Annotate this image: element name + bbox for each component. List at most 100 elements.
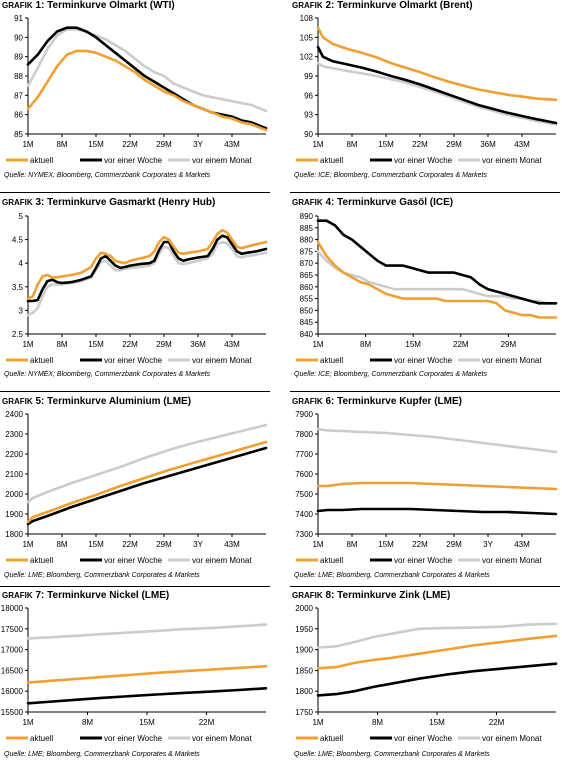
x-tick-label: 22M	[122, 540, 138, 549]
chart-svg-1: 85 86 87 88 89 90 91 1M 8M 15M 22M 29M 3Y 43M aktuell v…	[6, 14, 268, 165]
x-tick-label: 8M	[56, 140, 67, 149]
chart-title-num: 4:	[325, 197, 335, 208]
chart-title-num: 7:	[35, 590, 45, 601]
series-line-woche	[316, 219, 558, 305]
chart-title-prefix: GRAFIK	[292, 1, 323, 10]
x-tick-label: 22M	[412, 140, 428, 149]
y-tick-label: 90	[304, 130, 313, 139]
chart-title-num: 8:	[325, 590, 335, 601]
y-tick-label: 16000	[1, 687, 24, 696]
y-tick-label: 15500	[1, 708, 24, 717]
y-tick-label: 2400	[5, 410, 23, 419]
y-tick-label: 4	[19, 259, 24, 268]
y-tick-label: 1900	[295, 646, 313, 655]
y-tick-label: 3	[19, 306, 24, 315]
legend-label: aktuell	[30, 734, 53, 743]
y-tick-label: 2100	[5, 470, 23, 479]
chart-title-prefix: GRAFIK	[2, 1, 33, 10]
legend-label: vor einem Monat	[192, 156, 252, 165]
separator-rule	[0, 192, 270, 193]
legend-label: vor einem Monat	[482, 356, 542, 365]
separator-rule	[0, 586, 270, 587]
chart-panel-4: GRAFIK 4: Terminkurve Gasöl (ICE) 840 845…	[290, 197, 560, 387]
x-tick-label: 43M	[224, 140, 240, 149]
chart-source: Quelle: ICE; Bloomberg, Commerzbank Corp…	[294, 172, 487, 179]
x-tick-label: 8M	[56, 540, 67, 549]
y-tick-label: 7400	[295, 510, 313, 519]
series-line-aktuell	[26, 228, 268, 300]
y-tick-label: 17500	[1, 625, 24, 634]
chart-source: Quelle: LME; Bloomberg, Commerzbank Corp…	[294, 572, 490, 579]
y-tick-label: 1800	[5, 530, 23, 539]
x-tick-label: 29M	[501, 340, 517, 349]
legend-label: vor einem Monat	[482, 156, 542, 165]
x-tick-label: 15M	[405, 340, 421, 349]
y-tick-label: 7600	[295, 470, 313, 479]
x-tick-label: 15M	[429, 718, 445, 727]
y-tick-label: 880	[300, 236, 314, 245]
series-line-woche	[26, 26, 268, 130]
x-tick-label: 1M	[312, 340, 323, 349]
x-tick-label: 29M	[156, 540, 172, 549]
chart-title-num: 3:	[35, 197, 45, 208]
x-tick-label: 43M	[224, 540, 240, 549]
chart-panel-8: GRAFIK 8: Terminkurve Zink (LME) 1750 180…	[290, 590, 560, 762]
chart-title: GRAFIK 5: Terminkurve Aluminium (LME)	[2, 396, 191, 407]
x-tick-label: 1M	[22, 340, 33, 349]
series-line-monat	[26, 623, 268, 640]
y-tick-label: 1950	[295, 625, 313, 634]
chart-svg-7: 15500 16000 16500 17000 17500 18000 1M 8M 15M 22M…	[1, 604, 268, 743]
x-tick-label: 29M	[446, 540, 462, 549]
x-tick-label: 15M	[88, 540, 104, 549]
y-tick-label: 2000	[5, 490, 23, 499]
chart-title-text: Terminkurve Ölmarkt (WTI)	[47, 0, 175, 11]
x-tick-label: 8M	[56, 340, 67, 349]
chart-title: GRAFIK 4: Terminkurve Gasöl (ICE)	[292, 197, 453, 208]
series-line-monat	[316, 250, 558, 305]
x-tick-label: 8M	[346, 540, 357, 549]
chart-title-num: 5:	[35, 396, 45, 407]
y-tick-label: 16500	[1, 666, 24, 675]
chart-svg-6: 7300 7400 7500 7600 7700 7800 7900 1M 8M 15M 22M 29…	[295, 410, 558, 565]
chart-title: GRAFIK 1: Terminkurve Ölmarkt (WTI)	[2, 0, 175, 11]
chart-title: GRAFIK 6: Terminkurve Kupfer (LME)	[292, 396, 462, 407]
legend-label: vor einer Woche	[394, 556, 453, 565]
series-line-monat	[26, 240, 268, 317]
series-line-aktuell	[26, 664, 268, 684]
x-tick-label: 22M	[489, 718, 505, 727]
legend-label: vor einem Monat	[192, 556, 252, 565]
chart-svg-3: 2.5 3 3.5 4 4.5 5 1M 8M 15M 22M 29M 36M 43M aktuell vo…	[6, 212, 268, 365]
y-tick-label: 7700	[295, 450, 313, 459]
series-line-monat	[26, 423, 268, 504]
chart-title-prefix: GRAFIK	[2, 397, 33, 406]
x-tick-label: 43M	[514, 540, 530, 549]
chart-title-num: 6:	[325, 396, 335, 407]
legend-label: vor einem Monat	[192, 734, 252, 743]
x-tick-label: 1M	[312, 140, 323, 149]
separator-rule	[290, 586, 560, 587]
y-tick-label: 855	[300, 295, 314, 304]
y-tick-label: 99	[304, 72, 313, 81]
x-tick-label: 43M	[514, 140, 530, 149]
y-tick-label: 3.5	[12, 283, 24, 292]
chart-title-text: Terminkurve Kupfer (LME)	[337, 396, 462, 407]
legend-label: vor einem Monat	[192, 356, 252, 365]
chart-source: Quelle: LME; Bloomberg, Commerzbank Corp…	[4, 572, 200, 579]
y-tick-label: 1850	[295, 666, 313, 675]
legend-label: vor einer Woche	[104, 556, 163, 565]
y-tick-label: 105	[300, 33, 314, 42]
y-tick-label: 85	[14, 130, 23, 139]
y-tick-label: 875	[300, 247, 314, 256]
series-line-woche	[26, 234, 268, 303]
x-tick-label: 22M	[122, 340, 138, 349]
series-line-woche	[316, 45, 558, 125]
y-tick-label: 845	[300, 318, 314, 327]
chart-panel-6: GRAFIK 6: Terminkurve Kupfer (LME) 7300 7…	[290, 396, 560, 586]
y-tick-label: 1750	[295, 708, 313, 717]
chart-title-prefix: GRAFIK	[292, 198, 323, 207]
x-tick-label: 36M	[190, 340, 206, 349]
x-tick-label: 1M	[22, 140, 33, 149]
legend-label: aktuell	[30, 556, 53, 565]
y-tick-label: 4.5	[12, 236, 24, 245]
legend-label: vor einer Woche	[104, 734, 163, 743]
